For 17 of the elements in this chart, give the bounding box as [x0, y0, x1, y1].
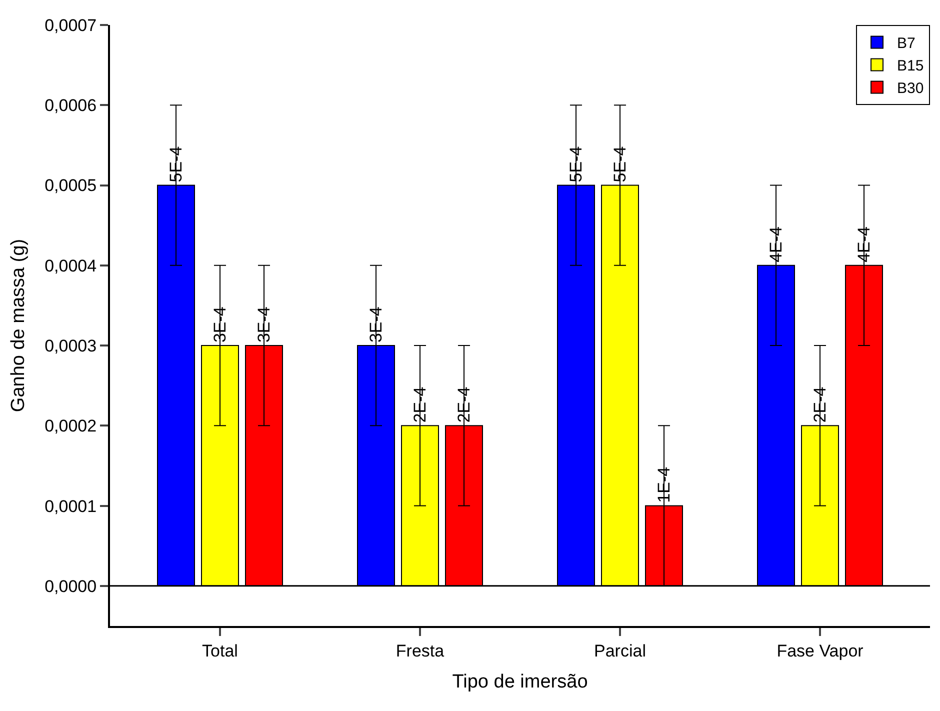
x-axis-title: Tipo de imersão	[452, 672, 588, 693]
x-tick-label: Total	[202, 641, 238, 660]
legend-label: B15	[897, 58, 924, 75]
y-tick-label: 0,0003	[44, 336, 97, 356]
y-tick-label: 0,0007	[44, 16, 97, 35]
x-tick-label: Fresta	[396, 641, 445, 660]
y-tick-label: 0,0004	[44, 256, 97, 276]
x-tick-label: Parcial	[594, 641, 646, 660]
y-tick-label: 0,0000	[44, 576, 97, 596]
legend-label: B7	[897, 35, 916, 52]
y-axis-title: Ganho de massa (g)	[8, 238, 29, 412]
y-tick-label: 0,0006	[44, 96, 97, 116]
y-tick-label: 0,0001	[44, 496, 97, 516]
legend-label: B30	[897, 80, 924, 98]
x-tick-label: Fase Vapor	[776, 641, 864, 660]
y-tick-label: 0,0002	[44, 416, 97, 436]
y-tick-label: 0,0005	[44, 176, 97, 196]
